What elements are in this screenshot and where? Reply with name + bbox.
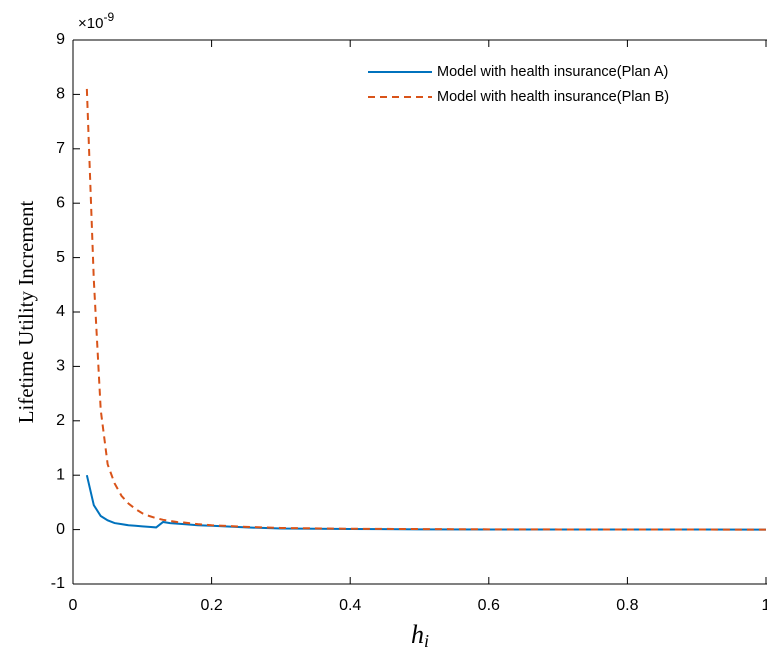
y-exponent-base: ×10 [78, 15, 103, 32]
y-tick-label: 2 [56, 412, 65, 429]
y-exponent-power: -9 [103, 10, 114, 24]
x-tick-label: 1 [762, 597, 767, 614]
x-axis-label-main: h [411, 620, 424, 649]
y-tick-label: 5 [56, 249, 65, 266]
y-tick-label: 0 [56, 521, 65, 538]
series-line [85, 88, 767, 531]
x-tick-label: 0.6 [478, 597, 500, 614]
y-tick-label: 7 [56, 140, 65, 157]
y-exponent: ×10-9 [78, 10, 114, 32]
legend-label: Model with health insurance(Plan A) [437, 64, 668, 80]
x-tick-label: 0.4 [339, 597, 361, 614]
x-tick-label: 0 [69, 597, 78, 614]
y-tick-label: 8 [56, 86, 65, 103]
x-tick-label: 0.2 [200, 597, 222, 614]
y-tick-label: 1 [56, 466, 65, 483]
y-axis-label: Lifetime Utility Increment [14, 200, 38, 423]
y-tick-label: 6 [56, 194, 65, 211]
y-tick-label: 3 [56, 358, 65, 375]
y-tick-label: 4 [56, 303, 65, 320]
x-axis-label-subscript: i [424, 631, 429, 651]
series-line [85, 474, 767, 531]
y-tick-label: 9 [56, 31, 65, 48]
x-tick-label: 0.8 [616, 597, 638, 614]
y-tick-label: -1 [51, 575, 65, 592]
x-axis-label: hi [411, 620, 429, 651]
legend-label: Model with health insurance(Plan B) [437, 89, 669, 105]
